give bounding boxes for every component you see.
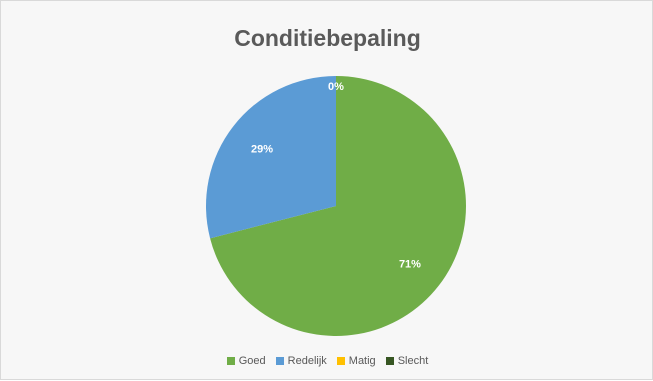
legend-label-matig: Matig <box>348 355 376 367</box>
legend-swatch-matig <box>336 357 345 365</box>
legend-item-slecht: Slecht <box>385 355 429 367</box>
legend-label-redelijk: Redelijk <box>287 355 327 367</box>
pie-slice-redelijk <box>206 76 336 239</box>
data-label-matig: 0% <box>328 81 344 93</box>
legend-label-slecht: Slecht <box>397 355 429 367</box>
pie-slice-goed <box>210 76 466 336</box>
data-label-redelijk: 29% <box>251 144 273 156</box>
legend-item-redelijk: Redelijk <box>275 355 327 367</box>
legend-label-goed: Goed <box>238 355 266 367</box>
legend-item-goed: Goed <box>226 355 266 367</box>
data-label-goed: 71% <box>399 258 421 270</box>
legend-item-matig: Matig <box>336 355 376 367</box>
chart-title: Conditiebepaling <box>234 25 421 51</box>
legend-swatch-redelijk <box>275 357 284 365</box>
legend: Goed Redelijk Matig Slecht <box>1 355 653 367</box>
legend-swatch-slecht <box>385 357 394 365</box>
legend-swatch-goed <box>226 357 235 365</box>
